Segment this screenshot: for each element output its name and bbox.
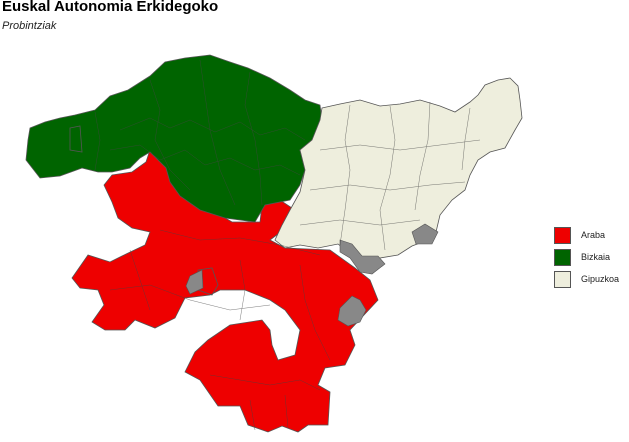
legend-item-araba: Araba [554,224,619,246]
legend-swatch-bizkaia [554,248,571,266]
legend-swatch-gipuzkoa [554,270,571,288]
legend-label: Bizkaia [581,252,611,262]
legend-swatch-araba [554,226,571,244]
enclave-grey [339,239,386,275]
map-subtitle: Probintziak [2,20,57,32]
legend: Araba Bizkaia Gipuzkoa [554,224,619,290]
legend-label: Araba [581,230,606,240]
municipal-borders [94,59,481,431]
region-gipuzkoa[interactable] [274,77,523,261]
enclave-grey [411,223,439,245]
legend-item-bizkaia: Bizkaia [554,246,619,268]
enclave-grey [185,269,204,295]
legend-item-gipuzkoa: Gipuzkoa [554,268,619,290]
map-title: Euskal Autonomia Erkidegoko [2,0,219,15]
legend-label: Gipuzkoa [581,274,620,284]
enclave-grey [337,295,367,327]
